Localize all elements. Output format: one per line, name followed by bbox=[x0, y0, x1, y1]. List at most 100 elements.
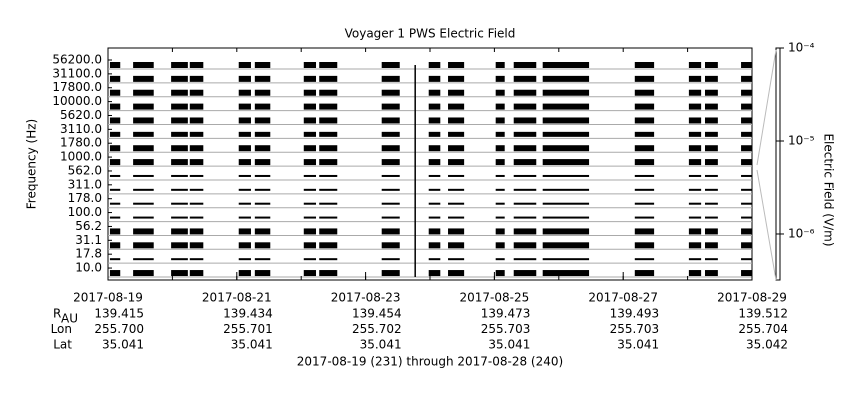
data-segment bbox=[109, 62, 121, 68]
data-segment bbox=[448, 103, 465, 110]
data-segment bbox=[634, 202, 655, 205]
y-tick-label: 17.8 bbox=[75, 247, 102, 261]
data-segment bbox=[189, 202, 204, 205]
y-tick-label: 17800.0 bbox=[52, 80, 102, 94]
data-segment bbox=[513, 174, 537, 177]
data-segment bbox=[303, 89, 317, 96]
data-segment bbox=[303, 117, 317, 124]
data-segment bbox=[513, 103, 537, 110]
data-segment bbox=[319, 258, 338, 261]
x-tick-label: 2017-08-19 bbox=[73, 291, 143, 305]
data-segment bbox=[688, 103, 702, 110]
data-segment bbox=[495, 89, 505, 96]
data-segment bbox=[428, 228, 441, 235]
data-segment bbox=[688, 117, 702, 124]
data-segment bbox=[741, 258, 752, 261]
data-segment bbox=[133, 159, 154, 166]
y-tick-label: 31.1 bbox=[75, 233, 102, 247]
data-segment bbox=[741, 103, 752, 110]
data-segment bbox=[542, 174, 590, 177]
chart-title: Voyager 1 PWS Electric Field bbox=[345, 27, 516, 41]
ephemeris-value: 139.512 bbox=[738, 307, 788, 321]
data-segment bbox=[704, 270, 718, 277]
data-segment bbox=[189, 228, 204, 235]
data-segment bbox=[513, 62, 537, 68]
data-segment bbox=[741, 228, 752, 235]
data-segment bbox=[381, 131, 400, 137]
y2-tick-label: 10⁻⁴ bbox=[788, 41, 815, 55]
data-segment bbox=[381, 228, 400, 235]
data-segment bbox=[381, 258, 400, 261]
data-segment bbox=[428, 159, 441, 166]
data-segment bbox=[319, 89, 338, 96]
data-segment bbox=[238, 145, 251, 152]
data-segment bbox=[495, 258, 505, 261]
data-segment bbox=[704, 174, 718, 177]
y-tick-label: 1000.0 bbox=[60, 150, 102, 164]
data-segment bbox=[428, 103, 441, 110]
data-segment bbox=[428, 131, 441, 137]
data-segment bbox=[741, 270, 752, 277]
data-segment bbox=[303, 159, 317, 166]
data-segment bbox=[741, 145, 752, 152]
data-segment bbox=[448, 62, 465, 68]
data-segment bbox=[495, 117, 505, 124]
data-segment bbox=[238, 62, 251, 68]
data-segment bbox=[741, 89, 752, 96]
zoom-line bbox=[756, 169, 777, 281]
data-segment bbox=[189, 270, 204, 277]
data-segment bbox=[704, 159, 718, 166]
data-segment bbox=[688, 258, 702, 261]
y-tick-label: 178.0 bbox=[68, 191, 102, 205]
data-segment bbox=[428, 117, 441, 124]
data-segment bbox=[133, 75, 154, 82]
data-segment bbox=[513, 216, 537, 219]
data-segment bbox=[513, 228, 537, 235]
data-segment bbox=[189, 145, 204, 152]
data-segment bbox=[133, 228, 154, 235]
data-segment bbox=[381, 103, 400, 110]
data-segment bbox=[133, 89, 154, 96]
data-segment bbox=[741, 188, 752, 191]
data-segment bbox=[238, 131, 251, 137]
data-segment bbox=[133, 216, 154, 219]
data-segment bbox=[319, 270, 338, 277]
data-segment bbox=[319, 242, 338, 249]
data-segment bbox=[381, 270, 400, 277]
data-segment bbox=[542, 202, 590, 205]
data-segment bbox=[254, 131, 271, 137]
ephemeris-value: 255.703 bbox=[481, 322, 531, 336]
y-tick-label: 56.2 bbox=[75, 219, 102, 233]
colorbar bbox=[775, 47, 781, 281]
data-segment bbox=[109, 242, 121, 249]
data-segment bbox=[319, 62, 338, 68]
data-segment bbox=[741, 174, 752, 177]
data-segment bbox=[133, 188, 154, 191]
data-segment bbox=[542, 145, 590, 152]
data-segment bbox=[428, 258, 441, 261]
data-segment bbox=[238, 117, 251, 124]
data-segment bbox=[513, 145, 537, 152]
data-segment bbox=[688, 202, 702, 205]
data-segment bbox=[133, 258, 154, 261]
data-segment bbox=[513, 75, 537, 82]
data-segment bbox=[634, 242, 655, 249]
data-segment bbox=[634, 159, 655, 166]
data-segment bbox=[448, 270, 465, 277]
ephemeris-label-sub: AU bbox=[61, 312, 78, 326]
data-segment bbox=[704, 228, 718, 235]
data-segment bbox=[238, 174, 251, 177]
data-segment bbox=[133, 131, 154, 137]
data-segment bbox=[428, 216, 441, 219]
data-segment bbox=[238, 75, 251, 82]
data-segment bbox=[303, 216, 317, 219]
data-segment bbox=[171, 270, 188, 277]
data-segment bbox=[189, 174, 204, 177]
ephemeris-value: 35.041 bbox=[102, 338, 144, 352]
data-segment bbox=[448, 216, 465, 219]
data-segment bbox=[542, 75, 590, 82]
data-segment bbox=[513, 131, 537, 137]
data-segment bbox=[495, 202, 505, 205]
data-segment bbox=[381, 159, 400, 166]
